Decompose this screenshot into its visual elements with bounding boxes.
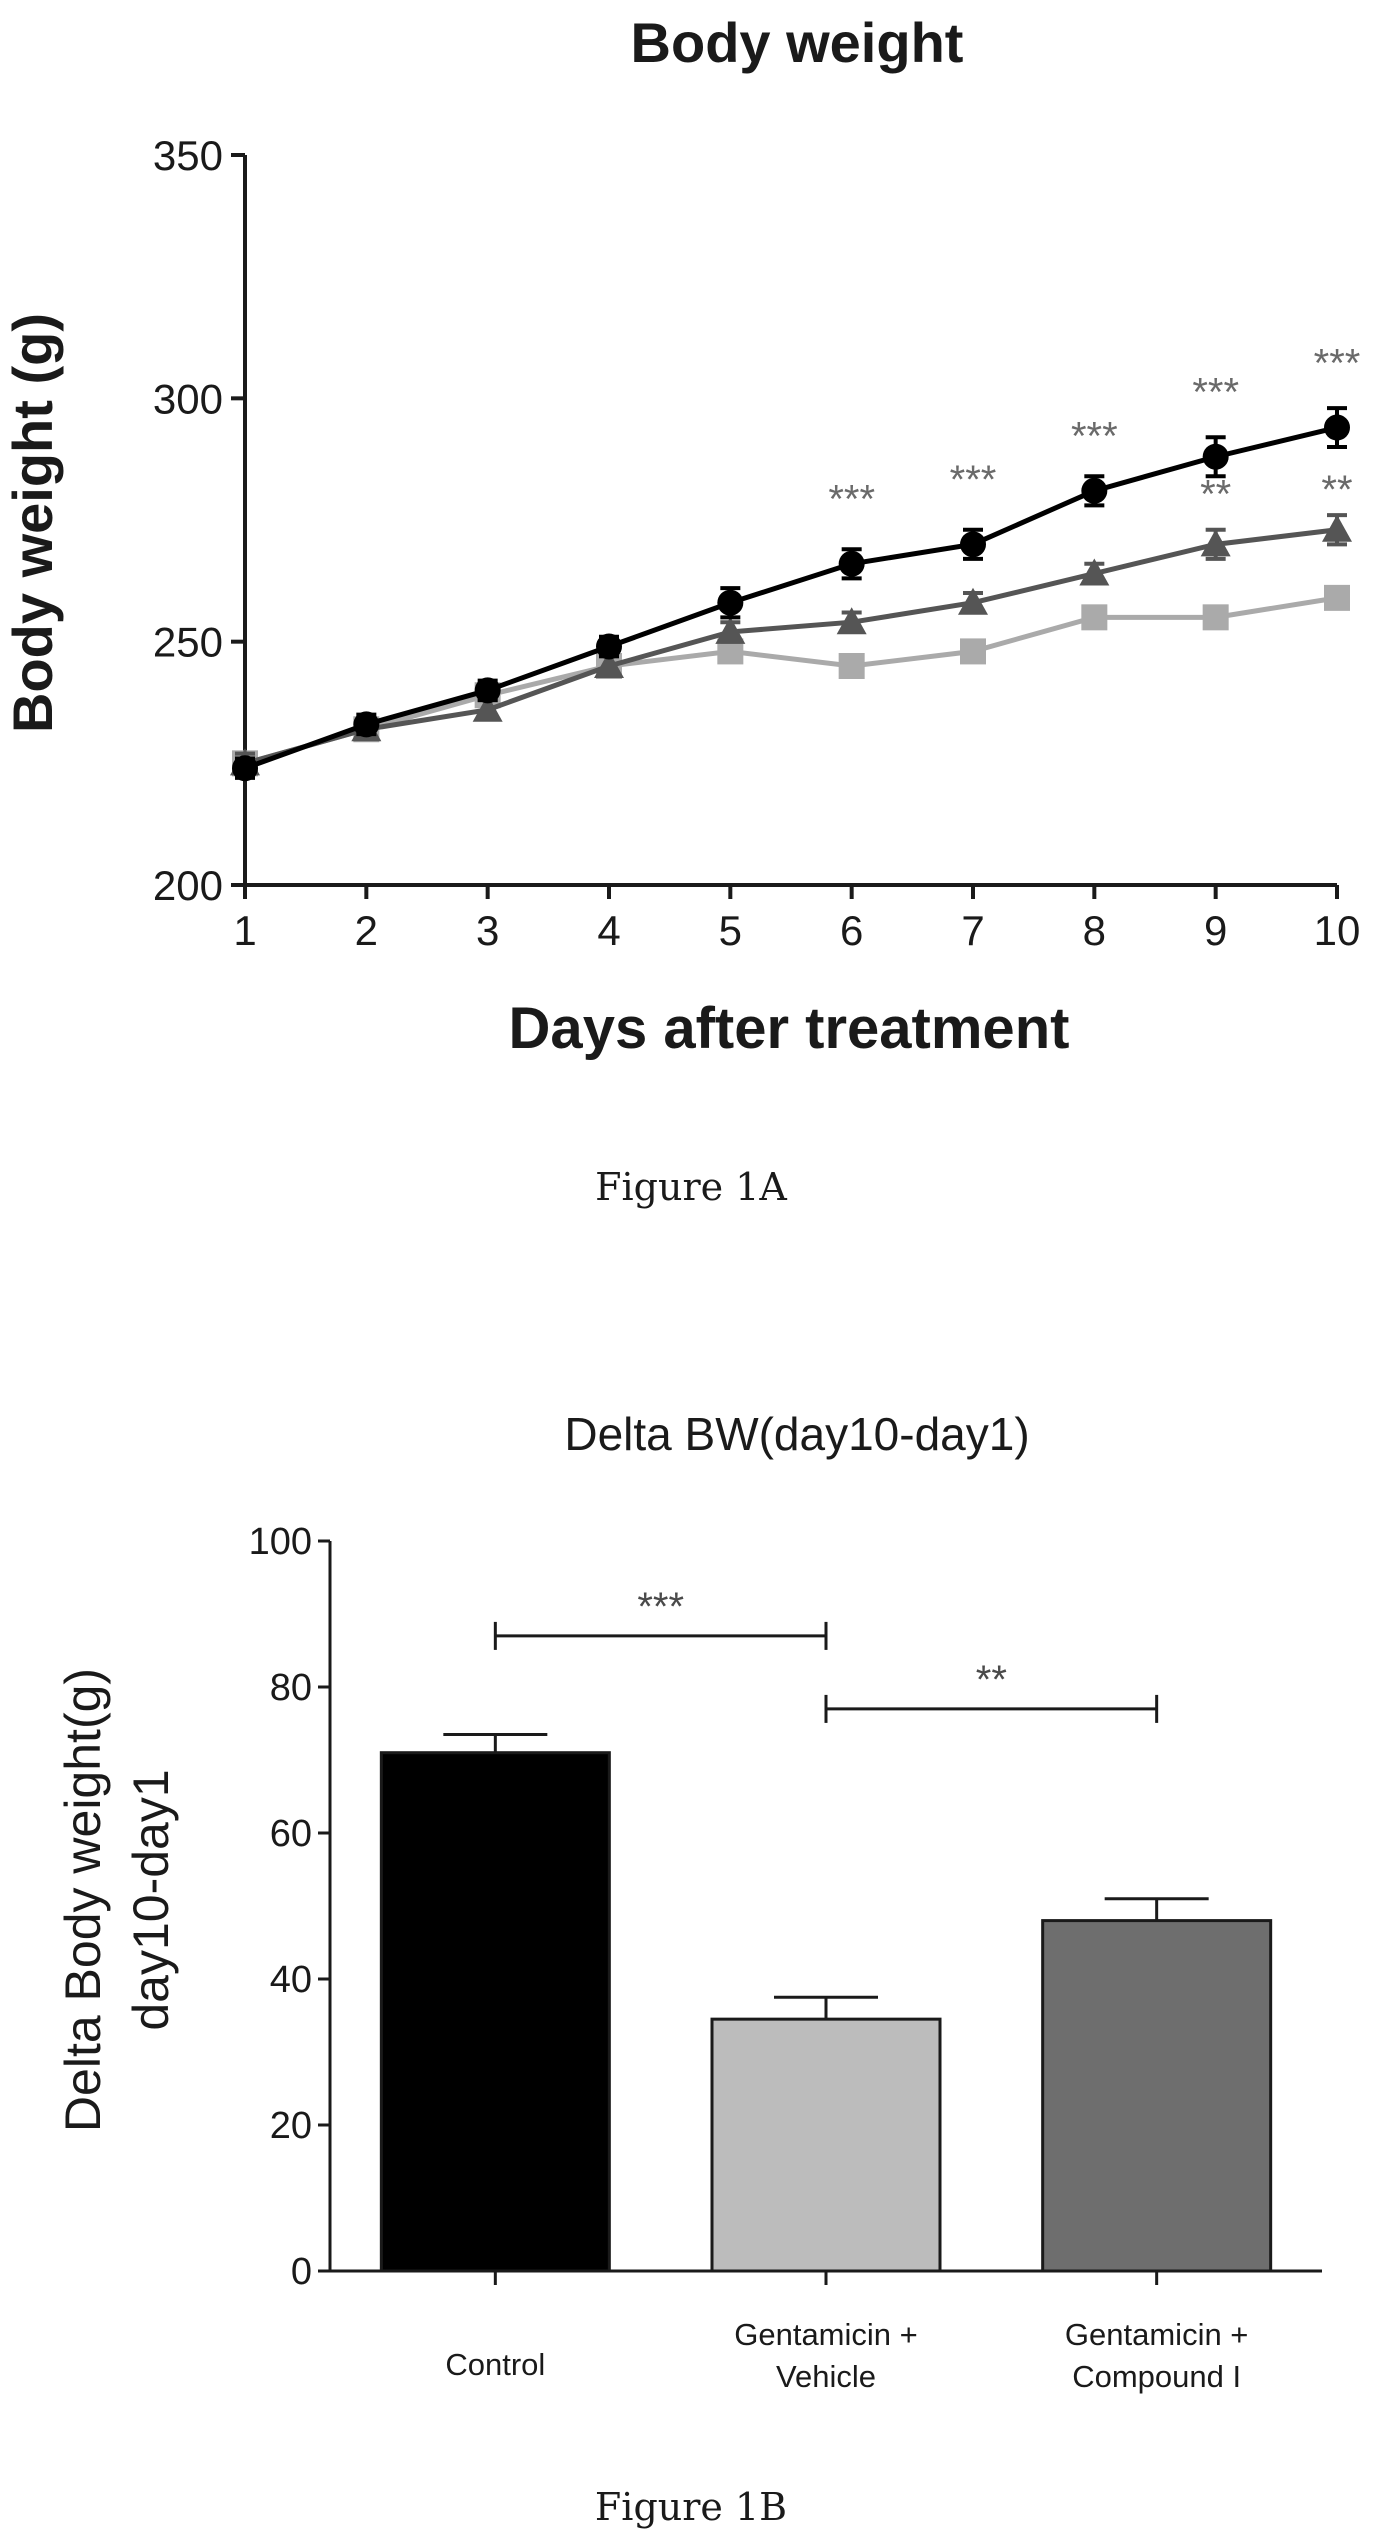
chart-a-x-axis-label: Days after treatment [509, 996, 1070, 1061]
chart-a-y-axis-label: Body weight (g) [1, 313, 64, 733]
chart-b-y-axis-label-line1: Delta Body weight(g) [55, 1668, 111, 2132]
chart-a-point-circle [1081, 477, 1108, 504]
chart-a-point-triangle [1322, 514, 1352, 542]
chart-a-x-tick-label: 1 [233, 907, 256, 954]
chart-a-series-1 [230, 513, 1352, 776]
chart-a-point-triangle [472, 694, 503, 722]
chart-a-series-0 [232, 406, 1350, 782]
chart-b-category-label: Gentamicin + [1065, 2317, 1249, 2352]
chart-a-point-square [1081, 604, 1108, 631]
chart-a-point-square [960, 638, 986, 665]
chart-a-series-line [244, 527, 1338, 766]
chart-a-y-tick-label: 350 [153, 132, 223, 179]
chart-a-point-triangle [958, 587, 988, 615]
chart-b-y-axis-label-line2: day10-day1 [123, 1769, 179, 2030]
chart-a-point-circle [1324, 414, 1350, 441]
chart-b-y-tick-label: 60 [270, 1813, 312, 1855]
chart-b-category-label: Gentamicin + [734, 2317, 918, 2352]
chart-delta-bw: Delta BW(day10-day1) Delta Body weight(g… [55, 1408, 1322, 2394]
chart-a-point-circle [717, 589, 744, 616]
chart-a-x-tick-label: 4 [597, 907, 620, 954]
chart-a-x-tick-label: 2 [355, 907, 378, 954]
chart-b-category-label: Vehicle [776, 2359, 876, 2394]
chart-a-point-triangle [836, 607, 867, 635]
chart-a-point-circle [596, 633, 622, 660]
chart-a-point-circle [1202, 443, 1229, 470]
chart-a-point-square [838, 653, 865, 679]
chart-b-significance-mark: *** [637, 1585, 684, 1629]
chart-a-x-tick-label: 9 [1204, 907, 1227, 954]
chart-a-point-circle [353, 711, 380, 738]
chart-a-point-circle [960, 531, 986, 558]
chart-body-weight: Body weight Body weight (g) Days after t… [1, 11, 1360, 1061]
chart-b-y-tick-label: 40 [270, 1959, 312, 2001]
chart-b-bar [379, 1751, 611, 2273]
chart-a-significance-mark: *** [828, 478, 875, 522]
chart-a-point-square [1202, 604, 1229, 631]
chart-a-point-circle [474, 677, 501, 704]
chart-a-x-tick-label: 6 [840, 907, 863, 954]
chart-a-x-tick-label: 10 [1314, 907, 1361, 954]
chart-a-y-tick-label: 250 [153, 619, 223, 666]
chart-b-significance-mark: ** [976, 1658, 1007, 1702]
chart-a-point-circle [232, 755, 258, 782]
chart-a-x-tick-label: 3 [476, 907, 499, 954]
chart-a-point-triangle [1200, 529, 1231, 557]
chart-a-point-circle [838, 550, 865, 577]
chart-b-y-tick-label: 20 [270, 2105, 312, 2147]
chart-a-point-triangle [1079, 558, 1110, 586]
figure-1b-caption: Figure 1B [595, 2485, 787, 2529]
chart-a-x-tick-label: 7 [961, 907, 984, 954]
chart-a-significance-mark: *** [1314, 341, 1361, 385]
chart-a-series-line [244, 425, 1338, 771]
chart-b-y-tick-label: 80 [270, 1667, 312, 1709]
chart-b-title: Delta BW(day10-day1) [564, 1408, 1029, 1460]
chart-b-y-tick-label: 0 [291, 2251, 312, 2293]
chart-a-title: Body weight [631, 11, 964, 74]
figure-1a-caption: Figure 1A [595, 1165, 787, 1209]
chart-a-significance-mark: *** [1192, 370, 1239, 414]
chart-b-bar [1041, 1919, 1273, 2273]
chart-a-series-line [244, 595, 1338, 766]
chart-b-category-label: Control [445, 2347, 545, 2382]
chart-a-significance-mark: ** [1200, 473, 1231, 517]
chart-a-series-2 [232, 584, 1350, 777]
chart-a-y-tick-label: 200 [153, 862, 223, 909]
chart-a-x-tick-label: 5 [719, 907, 742, 954]
chart-a-point-triangle [594, 651, 624, 678]
chart-a-significance-mark: ** [1321, 468, 1352, 512]
chart-a-point-square [1324, 584, 1350, 611]
chart-a-point-triangle [715, 616, 746, 644]
chart-b-y-tick-label: 100 [249, 1521, 312, 1563]
chart-b-category-label: Compound I [1072, 2359, 1241, 2394]
chart-a-significance-mark: *** [1071, 414, 1118, 458]
chart-b-bar [710, 2017, 942, 2273]
chart-a-y-tick-label: 300 [153, 375, 223, 422]
chart-a-significance-mark: *** [950, 458, 997, 502]
chart-a-x-tick-label: 8 [1083, 907, 1106, 954]
